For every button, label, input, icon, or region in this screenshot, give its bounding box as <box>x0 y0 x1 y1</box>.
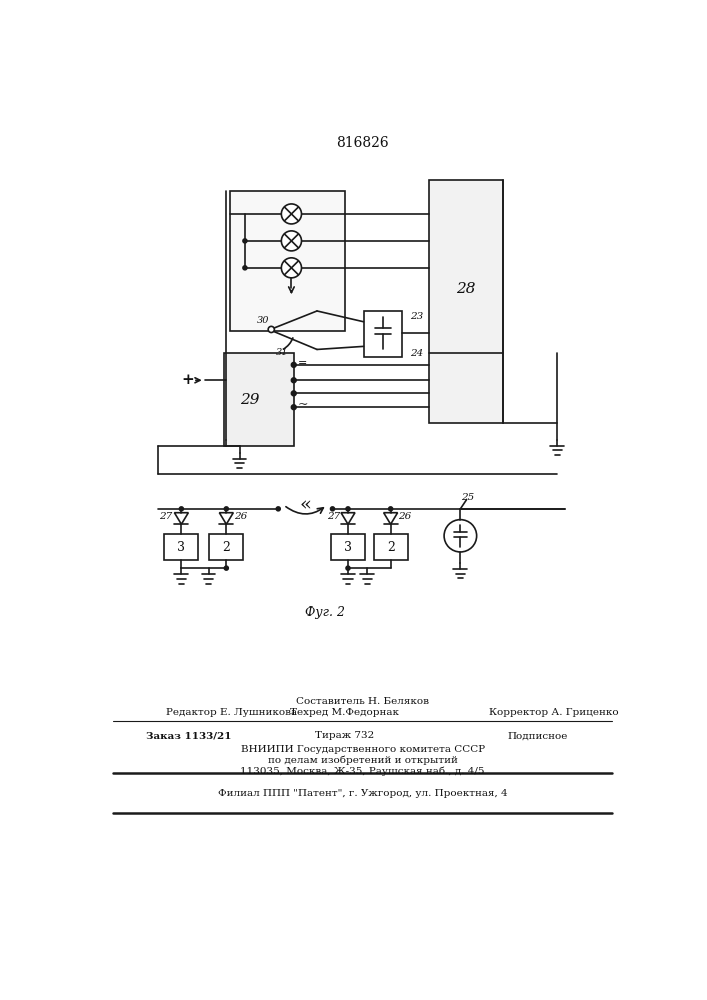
Text: ~: ~ <box>298 398 308 411</box>
Circle shape <box>291 391 296 396</box>
Circle shape <box>281 204 301 224</box>
Circle shape <box>291 378 296 383</box>
Bar <box>230 191 345 331</box>
Text: 25: 25 <box>462 493 474 502</box>
Bar <box>429 180 503 423</box>
Circle shape <box>243 266 247 270</box>
Polygon shape <box>219 513 233 524</box>
Text: Заказ 1133/21: Заказ 1133/21 <box>146 732 232 740</box>
Circle shape <box>291 405 296 410</box>
Text: 30: 30 <box>257 316 270 325</box>
Text: 816826: 816826 <box>337 136 389 150</box>
Circle shape <box>444 520 477 552</box>
Circle shape <box>224 566 228 570</box>
Text: ВНИИПИ Государственного комитета СССР: ВНИИПИ Государственного комитета СССР <box>240 745 485 754</box>
Text: 3: 3 <box>177 541 185 554</box>
Circle shape <box>268 326 274 333</box>
Text: 26: 26 <box>233 512 247 521</box>
Circle shape <box>224 507 228 511</box>
Polygon shape <box>341 513 355 524</box>
Text: +: + <box>181 373 194 387</box>
Text: Корректор А. Гриценко: Корректор А. Гриценко <box>489 708 618 717</box>
Bar <box>373 534 408 560</box>
Circle shape <box>276 507 280 511</box>
Circle shape <box>281 258 301 278</box>
Circle shape <box>243 239 247 243</box>
Circle shape <box>180 507 183 511</box>
Text: 28: 28 <box>456 282 476 296</box>
Text: 24: 24 <box>410 349 423 358</box>
Text: Техред М.Федорнак: Техред М.Федорнак <box>290 708 399 717</box>
Text: 2: 2 <box>387 541 395 554</box>
Text: 2: 2 <box>223 541 230 554</box>
Bar <box>209 534 243 560</box>
Text: 113035, Москва, Ж-35, Раушская наб., д. 4/5: 113035, Москва, Ж-35, Раушская наб., д. … <box>240 767 485 776</box>
Text: Редактор Е. Лушникова: Редактор Е. Лушникова <box>166 708 297 717</box>
Bar <box>331 534 365 560</box>
Circle shape <box>346 566 350 570</box>
Circle shape <box>389 507 392 511</box>
Text: «: « <box>299 496 311 514</box>
Text: 27: 27 <box>159 512 173 521</box>
Polygon shape <box>384 513 397 524</box>
Text: Тираж 732: Тираж 732 <box>315 732 374 740</box>
Circle shape <box>331 507 334 511</box>
Polygon shape <box>175 513 188 524</box>
Bar <box>363 311 402 357</box>
Bar <box>164 534 199 560</box>
Text: Филиал ППП "Патент", г. Ужгород, ул. Проектная, 4: Филиал ППП "Патент", г. Ужгород, ул. Про… <box>218 789 508 798</box>
Text: 31: 31 <box>276 348 288 357</box>
Text: Составитель Н. Беляков: Составитель Н. Беляков <box>296 697 429 706</box>
Text: Подписное: Подписное <box>508 732 568 740</box>
Circle shape <box>281 231 301 251</box>
Text: 29: 29 <box>240 393 259 407</box>
Circle shape <box>346 507 350 511</box>
Text: Фуг. 2: Фуг. 2 <box>305 606 345 619</box>
Text: 26: 26 <box>398 512 411 521</box>
Text: 3: 3 <box>344 541 352 554</box>
Text: 27: 27 <box>327 512 341 521</box>
Text: по делам изобретений и открытий: по делам изобретений и открытий <box>268 756 457 765</box>
Circle shape <box>291 363 296 367</box>
Bar <box>224 353 293 446</box>
Text: =: = <box>298 358 307 368</box>
Text: 23: 23 <box>410 312 423 321</box>
